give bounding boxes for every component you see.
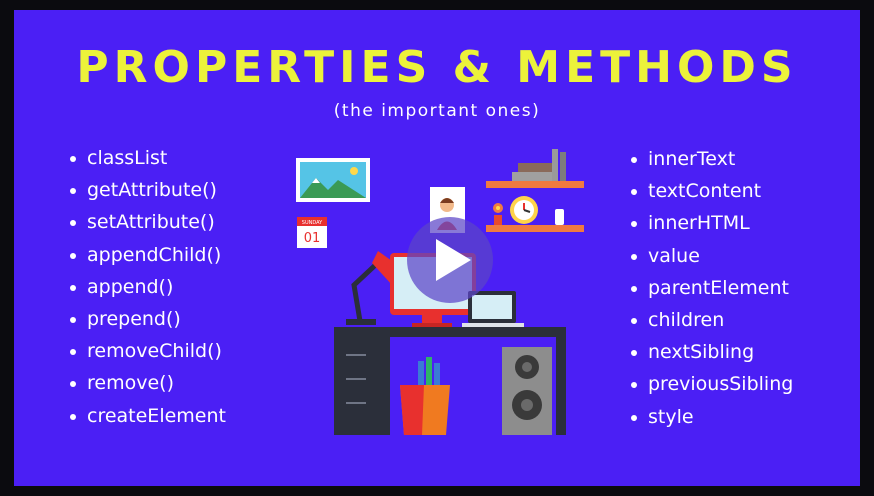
list-item: textContent <box>631 175 793 207</box>
laptop <box>462 291 524 327</box>
video-slide: PROPERTIES & METHODS (the important ones… <box>14 10 860 486</box>
slide-title: PROPERTIES & METHODS <box>76 42 798 93</box>
list-item: nextSibling <box>631 336 793 368</box>
list-item: innerText <box>631 143 793 175</box>
pencil-cup <box>400 357 450 435</box>
slide-subtitle: (the important ones) <box>333 101 541 121</box>
list-item: append() <box>70 271 226 303</box>
list-item: prepend() <box>70 303 226 335</box>
list-item: innerHTML <box>631 207 793 239</box>
desk-illustration: SUNDAY 01 <box>296 149 584 435</box>
list-item: classList <box>70 142 226 174</box>
list-item: remove() <box>70 367 226 399</box>
play-button[interactable] <box>407 217 493 303</box>
desk <box>334 327 566 435</box>
landscape-picture <box>296 158 370 202</box>
play-icon <box>436 239 471 281</box>
list-item: parentElement <box>631 272 793 304</box>
list-item: appendChild() <box>70 239 226 271</box>
calendar-day: SUNDAY <box>302 220 323 226</box>
shelf <box>486 149 584 232</box>
list-item: createElement <box>70 400 226 432</box>
list-item: value <box>631 240 793 272</box>
list-item: getAttribute() <box>70 174 226 206</box>
list-item: removeChild() <box>70 335 226 367</box>
list-item: previousSibling <box>631 368 793 400</box>
list-item: setAttribute() <box>70 206 226 238</box>
list-item: children <box>631 304 793 336</box>
methods-list: classList getAttribute() setAttribute() … <box>70 142 226 432</box>
properties-list: innerText textContent innerHTML value pa… <box>631 143 793 433</box>
calendar-date: 01 <box>304 231 321 246</box>
calendar: SUNDAY 01 <box>297 217 327 248</box>
list-item: style <box>631 401 793 433</box>
speaker <box>502 347 552 435</box>
